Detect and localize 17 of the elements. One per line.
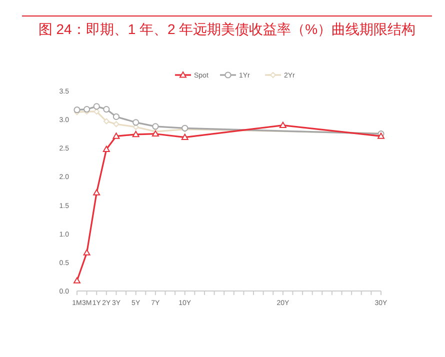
point bbox=[112, 132, 120, 139]
chart-title: 图 24：即期、1 年、2 年远期美债收益率（%）曲线期限结构 bbox=[38, 21, 416, 37]
point bbox=[93, 189, 100, 196]
point bbox=[93, 103, 100, 110]
point bbox=[102, 146, 110, 152]
point bbox=[113, 121, 120, 128]
point bbox=[152, 123, 159, 130]
point bbox=[132, 119, 140, 126]
point bbox=[112, 113, 120, 120]
point bbox=[74, 277, 80, 284]
point bbox=[132, 130, 140, 138]
point bbox=[103, 106, 110, 113]
point bbox=[181, 134, 188, 140]
point bbox=[83, 249, 90, 256]
point bbox=[279, 122, 286, 128]
point bbox=[84, 106, 90, 113]
point bbox=[103, 118, 110, 124]
